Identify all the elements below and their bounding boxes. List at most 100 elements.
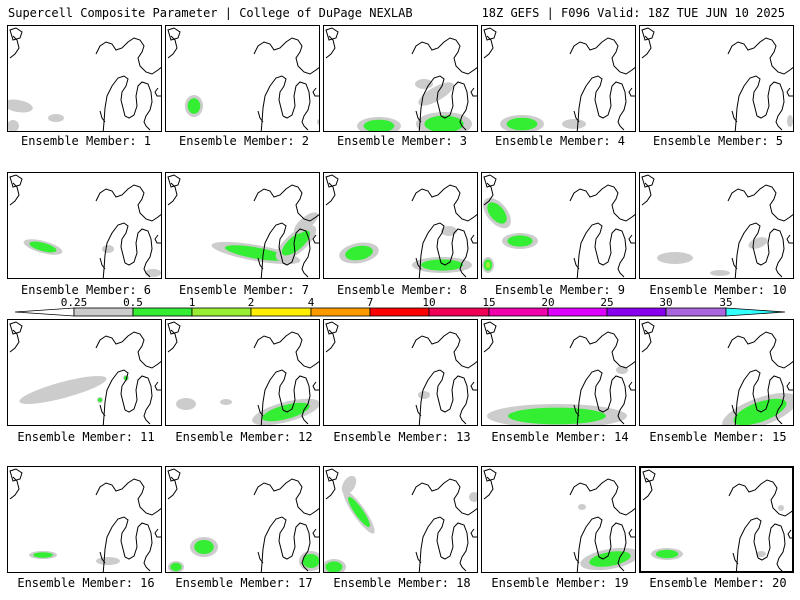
member-label: Ensemble Member: 15 (649, 430, 787, 444)
lake-erie-fragment (732, 552, 739, 565)
coastline (325, 182, 336, 206)
lake-outline (167, 174, 181, 188)
coastline (124, 228, 153, 278)
coastline (167, 329, 178, 353)
ensemble-map-5 (639, 25, 794, 132)
coastline (756, 375, 785, 425)
scp-contour (580, 547, 635, 571)
ensemble-map-18 (323, 466, 478, 573)
lake-erie-fragment (99, 551, 106, 564)
member-label: Ensemble Member: 3 (336, 134, 468, 148)
coastline (440, 375, 469, 425)
colorbar-tick-label: 0.5 (123, 296, 143, 309)
coastline (95, 37, 161, 75)
member-label: Ensemble Member: 4 (494, 134, 626, 148)
coastline (124, 375, 153, 425)
coastline (95, 478, 161, 516)
scp-contour (357, 117, 401, 131)
scp-contour (96, 557, 120, 565)
ensemble-map-20 (639, 466, 794, 573)
member-label: Ensemble Member: 8 (336, 283, 468, 297)
colorbar-high-triangle (725, 307, 786, 317)
coastline (786, 234, 793, 244)
coastline (642, 477, 653, 501)
coastline (628, 528, 635, 538)
scp-contour (185, 95, 203, 117)
map-canvas (325, 27, 477, 131)
coastline (95, 331, 161, 369)
lake-outline (9, 468, 23, 482)
colorbar-swatch (132, 307, 193, 317)
map-canvas (324, 468, 477, 572)
coastline (483, 182, 494, 206)
coastline (167, 476, 178, 500)
coastline (576, 75, 603, 131)
scp-contour (651, 548, 683, 560)
coastline (641, 182, 652, 206)
lake-outline (9, 27, 23, 41)
lake-erie-fragment (257, 404, 264, 417)
coastline (440, 81, 469, 131)
coastline (598, 375, 627, 425)
colorbar-swatch (665, 307, 727, 317)
coastline (727, 184, 793, 222)
coastline (598, 81, 627, 131)
colorbar-tick-label: 7 (366, 296, 374, 309)
scp-contour (168, 561, 184, 572)
coastline (282, 522, 311, 572)
scp-contour (19, 376, 107, 404)
coastline (569, 184, 635, 222)
colorbar-swatch (369, 307, 430, 317)
coastline (9, 329, 20, 353)
coastline (167, 35, 178, 59)
scp-contour (415, 79, 433, 89)
coastline (727, 37, 793, 75)
coastline (628, 87, 635, 97)
ensemble-map-19 (481, 466, 636, 573)
scp-contour (317, 119, 319, 125)
colorbar-swatch (547, 307, 608, 317)
ensemble-map-4 (481, 25, 636, 132)
member-label: Ensemble Member: 7 (178, 283, 310, 297)
coastline (154, 528, 161, 538)
coastline (124, 522, 153, 572)
coastline (576, 369, 603, 425)
coastline (576, 516, 603, 572)
member-label: Ensemble Member: 10 (649, 283, 787, 297)
ensemble-map-8 (323, 172, 478, 279)
coastline (757, 523, 786, 571)
scp-contour (578, 504, 586, 510)
ensemble-map-16 (7, 466, 162, 573)
coastline (411, 184, 477, 222)
lake-erie-fragment (731, 404, 738, 417)
coastline (312, 87, 319, 97)
member-label: Ensemble Member: 1 (20, 134, 152, 148)
lake-outline (483, 468, 497, 482)
member-label: Ensemble Member: 18 (333, 576, 471, 590)
lake-erie-fragment (99, 404, 106, 417)
ensemble-map-15 (639, 319, 794, 426)
lake-erie-fragment (415, 257, 422, 270)
lake-erie-fragment (415, 551, 422, 564)
scp-contour (487, 404, 627, 425)
colorbar-swatch (606, 307, 667, 317)
coastline (124, 81, 153, 131)
coastline (154, 381, 161, 391)
coastline (470, 87, 477, 97)
scp-contour (8, 99, 33, 113)
ensemble-map-12 (165, 319, 320, 426)
lake-erie-fragment (573, 110, 580, 123)
colorbar-swatch (250, 307, 312, 317)
coastline (325, 35, 336, 59)
lake-outline (325, 27, 339, 41)
colorbar-swatch (191, 307, 252, 317)
colorbar-tick-label: 1 (188, 296, 196, 309)
scp-contour (787, 115, 793, 127)
lake-outline (483, 27, 497, 41)
scp-contour (562, 119, 586, 129)
lake-outline (641, 321, 655, 335)
scp-contour (220, 399, 232, 405)
colorbar-swatch (428, 307, 490, 317)
ensemble-map-17 (165, 466, 320, 573)
lake-outline (167, 27, 181, 41)
